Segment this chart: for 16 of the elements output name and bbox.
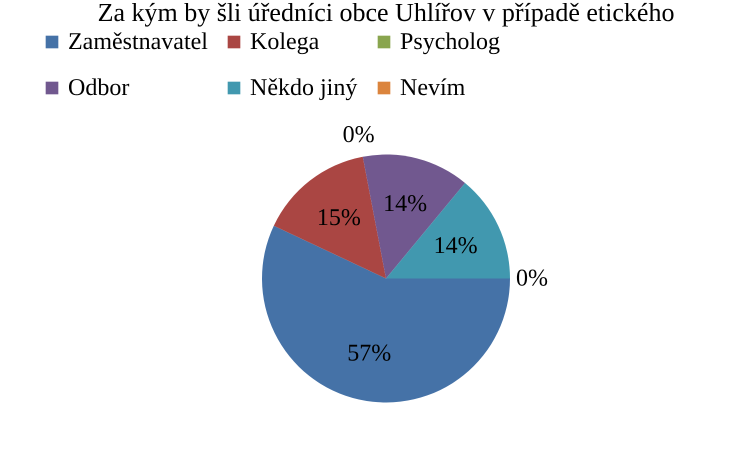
legend-label: Kolega xyxy=(250,29,320,55)
legend-label: Nevím xyxy=(400,75,466,101)
legend-label: Zaměstnavatel xyxy=(68,29,208,55)
data-label: 14% xyxy=(434,232,478,259)
pie-slice xyxy=(262,226,510,402)
text: 0% xyxy=(342,122,375,148)
data-label: 57% xyxy=(347,340,392,367)
chart-title: Za kým by šli úředníci obce Uhlířov v případě etického xyxy=(98,0,674,27)
pie-slice xyxy=(386,182,510,278)
data-label: 15% xyxy=(316,204,361,231)
legend-label: Odbor xyxy=(68,75,130,101)
text: 0% xyxy=(516,266,548,292)
legend-label: Psycholog xyxy=(400,29,500,55)
legend-label: Někdo jiný xyxy=(250,75,358,101)
data-label: 14% xyxy=(383,191,428,218)
pie-slice xyxy=(274,156,386,278)
